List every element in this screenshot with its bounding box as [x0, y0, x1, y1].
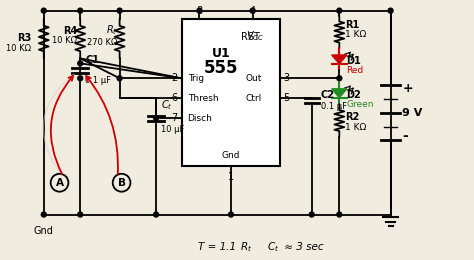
- Circle shape: [337, 8, 342, 13]
- Text: -: -: [402, 129, 408, 144]
- Text: Red: Red: [346, 66, 364, 75]
- Text: Gnd: Gnd: [222, 151, 240, 160]
- Text: $C_t$: $C_t$: [264, 240, 280, 254]
- Text: 2: 2: [172, 73, 178, 83]
- Text: 8: 8: [196, 6, 202, 16]
- Polygon shape: [332, 55, 347, 64]
- Circle shape: [388, 8, 393, 13]
- Text: 10 KΩ: 10 KΩ: [52, 36, 77, 45]
- Text: A: A: [55, 178, 64, 188]
- Circle shape: [309, 212, 314, 217]
- Circle shape: [154, 116, 158, 121]
- Circle shape: [117, 8, 122, 13]
- Circle shape: [78, 8, 82, 13]
- FancyArrowPatch shape: [86, 76, 118, 174]
- Text: ≈ 3 sec: ≈ 3 sec: [281, 242, 324, 252]
- Circle shape: [337, 212, 342, 217]
- Text: 5: 5: [283, 93, 290, 103]
- Text: Thresh: Thresh: [188, 94, 218, 103]
- Text: Green: Green: [346, 100, 374, 109]
- Circle shape: [78, 76, 82, 81]
- FancyArrowPatch shape: [51, 76, 73, 174]
- Circle shape: [228, 212, 233, 217]
- Text: D2: D2: [346, 90, 361, 100]
- Text: RST: RST: [241, 31, 260, 42]
- Circle shape: [337, 76, 342, 81]
- FancyArrowPatch shape: [43, 74, 74, 174]
- Text: $C_t$: $C_t$: [161, 98, 173, 112]
- Text: 9 V: 9 V: [402, 108, 423, 118]
- Text: 1 KΩ: 1 KΩ: [345, 30, 366, 39]
- Text: 6: 6: [172, 93, 178, 103]
- Text: T = 1.1: T = 1.1: [199, 242, 240, 252]
- Circle shape: [41, 212, 46, 217]
- Circle shape: [250, 8, 255, 13]
- Text: Out: Out: [246, 74, 262, 83]
- Text: R3: R3: [17, 34, 31, 43]
- Text: Trig: Trig: [188, 74, 204, 83]
- Text: R4: R4: [63, 25, 77, 36]
- Bar: [182, 19, 280, 166]
- Text: Disch: Disch: [188, 114, 212, 122]
- Text: 4: 4: [249, 6, 255, 16]
- Text: 555: 555: [204, 59, 238, 77]
- Text: C1: C1: [85, 55, 99, 65]
- Text: 1 KΩ: 1 KΩ: [345, 122, 366, 132]
- Text: U1: U1: [212, 47, 230, 60]
- Text: Ctrl: Ctrl: [246, 94, 262, 103]
- Circle shape: [154, 212, 158, 217]
- Circle shape: [78, 212, 82, 217]
- Text: 10 μF: 10 μF: [161, 125, 184, 134]
- Text: 10 KΩ: 10 KΩ: [6, 44, 31, 53]
- Text: $R_t$: $R_t$: [240, 240, 252, 254]
- Text: R1: R1: [345, 20, 359, 30]
- Text: 270 KΩ: 270 KΩ: [87, 38, 118, 47]
- Circle shape: [197, 8, 202, 13]
- Text: C2: C2: [320, 90, 335, 100]
- Text: 0.1 μF: 0.1 μF: [320, 102, 346, 110]
- Text: 7: 7: [172, 113, 178, 123]
- Text: B: B: [118, 178, 126, 188]
- Text: +: +: [402, 82, 413, 95]
- Text: 0.1 μF: 0.1 μF: [85, 76, 111, 85]
- Circle shape: [41, 8, 46, 13]
- Text: R2: R2: [345, 112, 359, 122]
- Text: D1: D1: [346, 56, 361, 66]
- Text: Gnd: Gnd: [34, 226, 54, 237]
- Text: 3: 3: [283, 73, 289, 83]
- Text: 1: 1: [228, 172, 234, 182]
- Circle shape: [117, 76, 122, 81]
- Circle shape: [78, 61, 82, 66]
- Text: $R_t$: $R_t$: [106, 24, 118, 37]
- Polygon shape: [332, 89, 347, 98]
- Text: $V_{CC}$: $V_{CC}$: [246, 30, 264, 43]
